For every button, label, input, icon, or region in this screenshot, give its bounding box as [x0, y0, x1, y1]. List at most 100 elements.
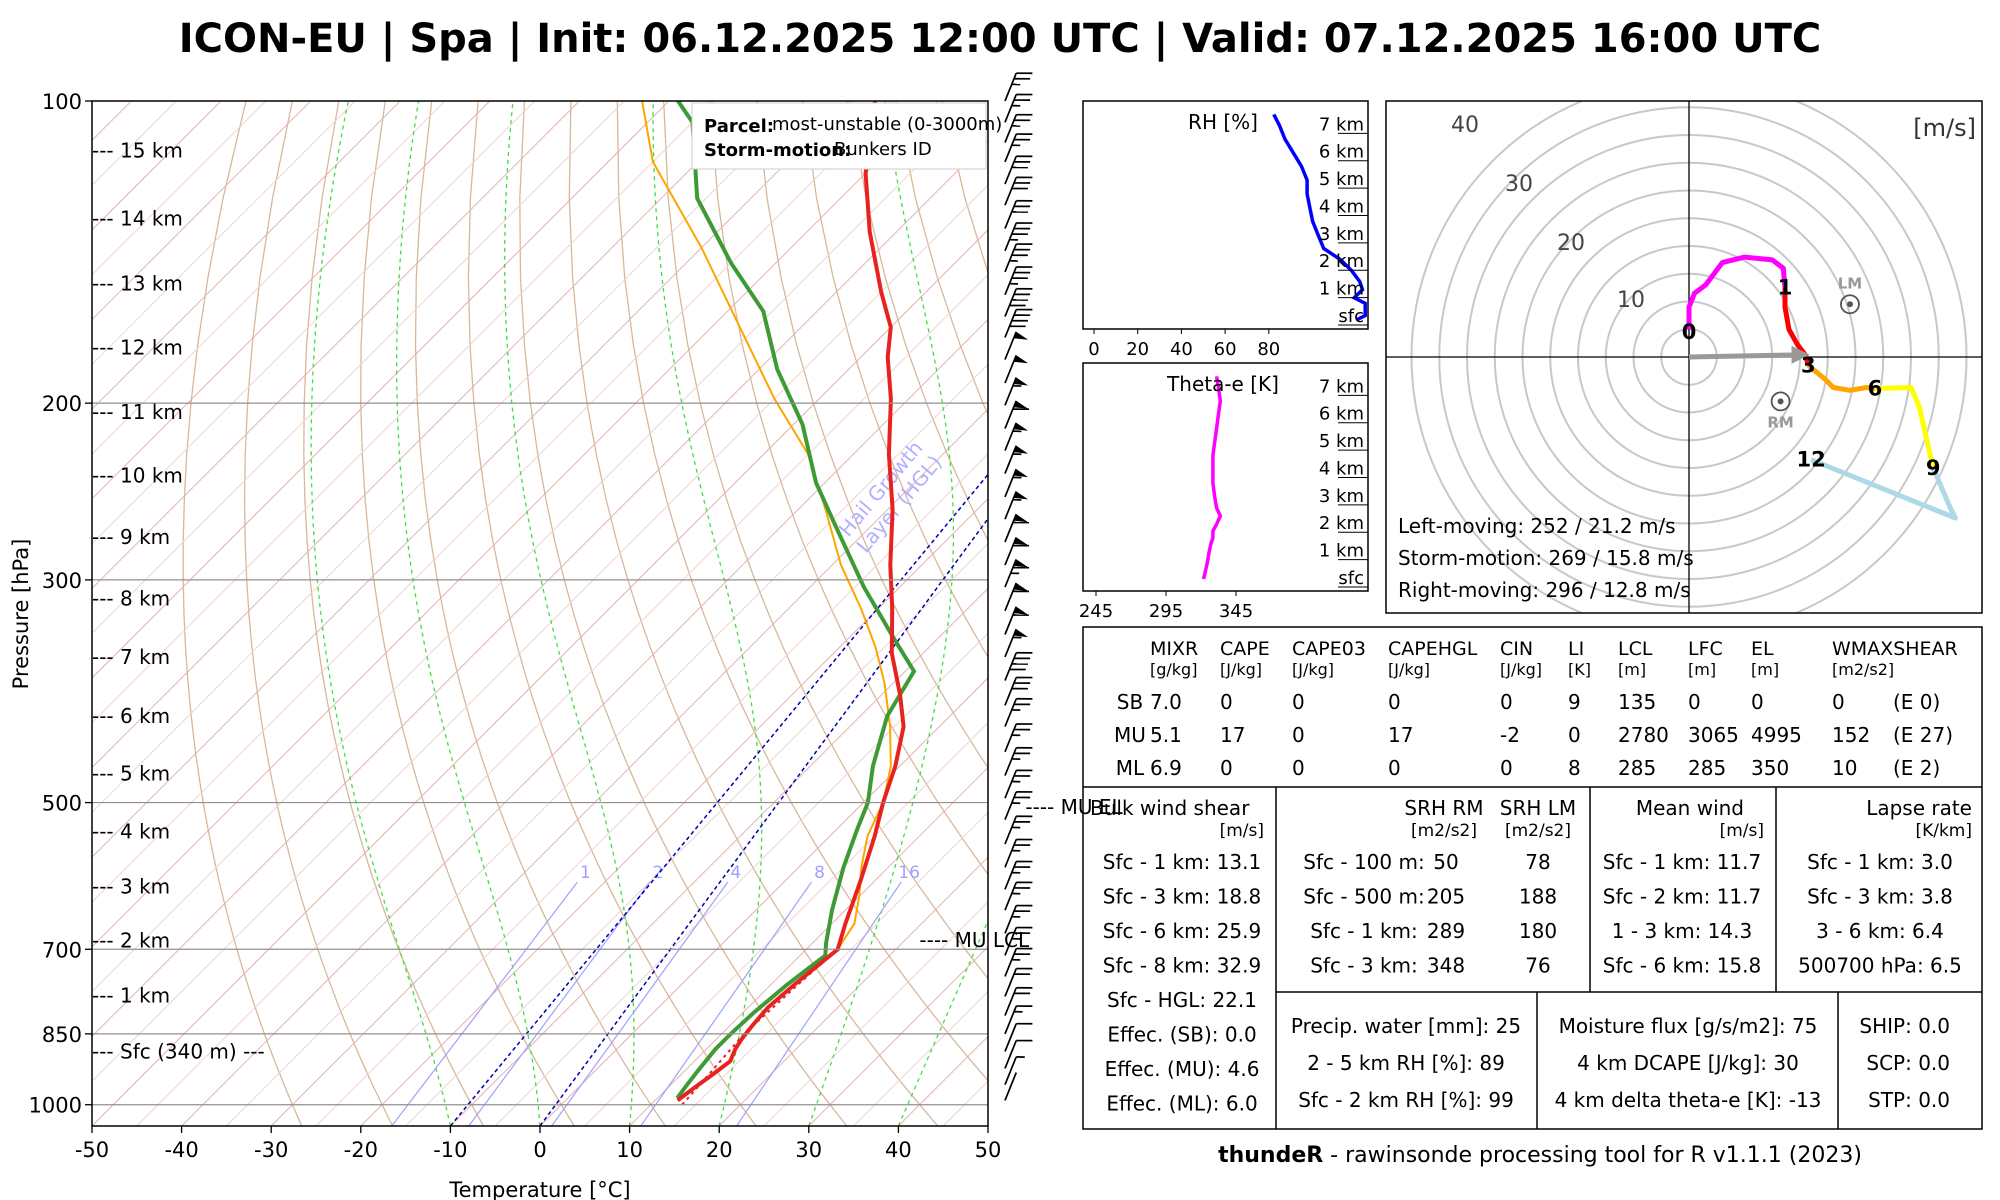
- mixing-ratio-line: [391, 881, 578, 1126]
- height-label: 4 km: [1319, 196, 1364, 217]
- barb-feather: [1011, 299, 1028, 301]
- barb-staff: [1004, 948, 1018, 977]
- wind-barb: [1004, 513, 1030, 543]
- srh-lm-value: 78: [1525, 850, 1550, 874]
- x-tick-label: 50: [975, 1138, 1002, 1162]
- isotherm: [92, 101, 267, 276]
- param-value: 5.1: [1150, 723, 1182, 747]
- height-label: --- 15 km: [92, 138, 183, 162]
- x-tick-label: 0: [533, 1138, 546, 1162]
- hodograph-segment-orange: [1806, 363, 1876, 393]
- lapse-rate-title: Lapse rate: [1866, 796, 1972, 820]
- hodograph-unit: [m/s]: [1913, 114, 1976, 142]
- wind-barb: [1004, 651, 1033, 681]
- wind-barb: [1004, 400, 1030, 429]
- barb-feather: [1013, 953, 1031, 956]
- barb-staff: [1004, 723, 1018, 753]
- x-tick-label: -10: [433, 1138, 467, 1162]
- barb-staff: [1004, 536, 1018, 566]
- barb-staff: [1004, 747, 1018, 776]
- param-header: CIN: [1500, 638, 1533, 660]
- barb-feather: [1013, 728, 1031, 731]
- legend-storm-label: Storm-motion:: [704, 140, 851, 161]
- barb-feather: [1016, 986, 1033, 989]
- param-value: 7.0: [1150, 690, 1182, 714]
- param-unit: [m]: [1618, 660, 1646, 679]
- barb-feather: [1013, 820, 1031, 823]
- composite-row: SCP: 0.0: [1866, 1051, 1950, 1075]
- height-label: --- 3 km: [92, 874, 170, 898]
- isotherm: [92, 101, 222, 231]
- profile-title: RH [%]: [1188, 110, 1258, 134]
- barb-half-feather: [1011, 758, 1021, 760]
- barb-staff: [1004, 1072, 1018, 1101]
- srh-rm-value: 289: [1427, 919, 1465, 943]
- param-value: 9: [1568, 690, 1581, 714]
- mean-wind-title: Mean wind: [1636, 796, 1744, 820]
- dry-adiabat: [802, 101, 988, 659]
- barb-feather: [1016, 926, 1033, 929]
- hodograph-height-label: 9: [1926, 456, 1941, 480]
- barb-feather: [1013, 314, 1031, 317]
- bulk-shear-row: Sfc - 3 km: 18.8: [1103, 885, 1261, 909]
- barb-feather: [1011, 687, 1028, 690]
- y-tick-label: 700: [42, 938, 82, 962]
- wind-barb: [1004, 222, 1033, 252]
- barb-pennant: [1013, 491, 1029, 500]
- mixing-ratio-line: [551, 881, 729, 1126]
- barb-feather: [1011, 663, 1028, 665]
- y-tick-label: 200: [42, 392, 82, 416]
- param-unit: [J/kg]: [1220, 660, 1262, 679]
- srh-rm-value: 348: [1427, 954, 1465, 978]
- param-header: LCL: [1618, 638, 1653, 660]
- isotherm: [92, 101, 356, 366]
- moisture-row: Sfc - 2 km RH [%]: 99: [1298, 1088, 1514, 1112]
- barb-feather: [1016, 133, 1033, 135]
- moist-adiabat: [652, 101, 763, 1126]
- srh-rm-unit: [m2/s2]: [1411, 821, 1477, 841]
- wind-barb: [1004, 155, 1033, 185]
- y-axis-label: Pressure [hPa]: [9, 539, 33, 690]
- barb-feather: [1012, 614, 1030, 616]
- storm-marker-dot: [1846, 301, 1853, 308]
- param-header: LI: [1568, 638, 1584, 660]
- barb-pennant: [1013, 422, 1029, 431]
- legend-storm-value: Bunkers ID: [834, 139, 932, 160]
- param-header: WMAXSHEAR: [1832, 638, 1958, 660]
- isotherm: [763, 901, 988, 1126]
- height-label: --- 12 km: [92, 335, 183, 359]
- barb-feather: [1012, 521, 1030, 524]
- storm-motion-text: Storm-motion: 269 / 15.8 m/s: [1398, 546, 1694, 570]
- barb-staff: [1004, 861, 1018, 890]
- barb-half-feather: [1011, 83, 1021, 86]
- isotherm: [674, 811, 988, 1126]
- barb-pennant: [1013, 377, 1029, 386]
- wind-barb: [1004, 199, 1033, 229]
- param-value: 8: [1568, 756, 1581, 780]
- parcel-line: [641, 101, 892, 950]
- height-label: 2 km: [1319, 513, 1364, 534]
- srh-lm-header: SRH LM: [1500, 796, 1576, 820]
- dry-adiabat: [360, 101, 575, 1126]
- wind-barb: [1004, 628, 1029, 658]
- height-label: --- 13 km: [92, 272, 183, 296]
- srh-lm-value: 180: [1519, 919, 1557, 943]
- hodograph-height-label: 0: [1682, 320, 1697, 344]
- storm-motion-arrowhead: [1791, 345, 1810, 364]
- barb-feather: [1016, 222, 1033, 224]
- barb-pennant: [1013, 514, 1029, 523]
- barb-feather: [1016, 1022, 1033, 1025]
- param-value: 0: [1388, 756, 1401, 780]
- y-tick-label: 500: [42, 792, 82, 816]
- barb-feather: [1016, 113, 1033, 116]
- mixing-ratio-label: 8: [814, 863, 825, 883]
- flux-row: 4 km delta theta-e [K]: -13: [1555, 1088, 1822, 1112]
- x-tick-label: 40: [885, 1138, 912, 1162]
- wind-barb: [1004, 926, 1033, 956]
- bulk-shear-row: Effec. (SB): 0.0: [1107, 1023, 1256, 1047]
- param-value: 0: [1220, 756, 1233, 780]
- barb-feather: [1016, 746, 1033, 749]
- barb-pennant: [1013, 469, 1029, 478]
- isotherm: [226, 363, 988, 1126]
- param-value: 0: [1688, 690, 1701, 714]
